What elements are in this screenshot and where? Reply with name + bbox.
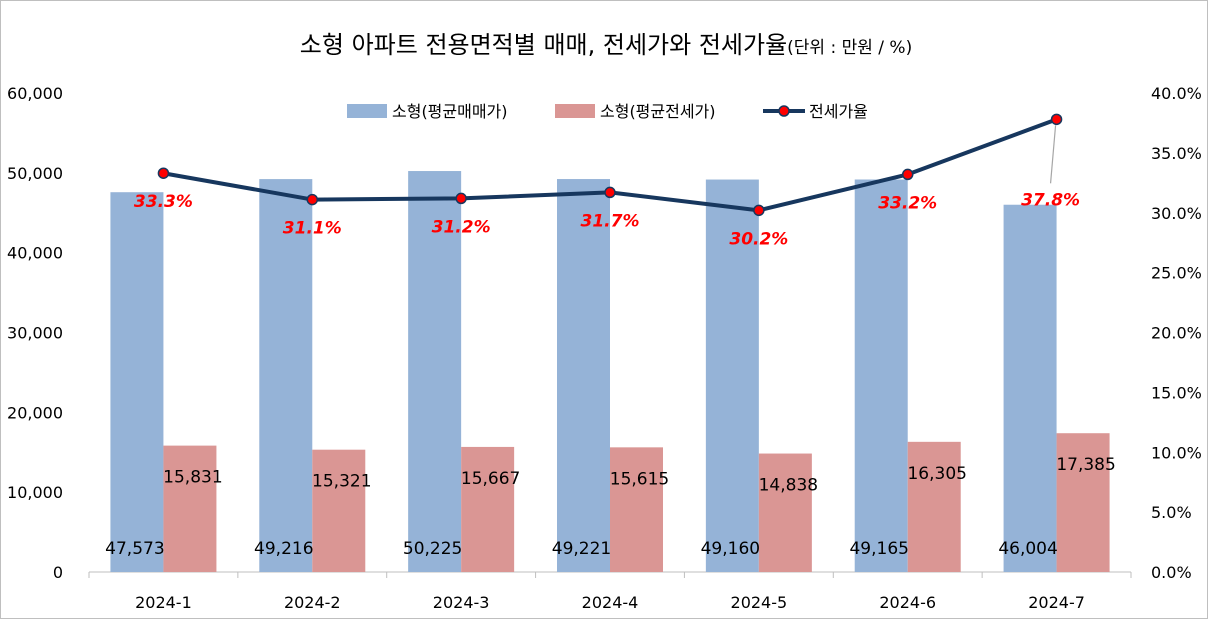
y-left-tick-label: 40,000 (7, 244, 63, 263)
rate-value-label: 31.7% (581, 211, 640, 231)
sale-bar (259, 179, 313, 572)
jeonse-bar (312, 449, 366, 572)
jeonse-value-label: 17,385 (1056, 455, 1115, 475)
y-right-tick-label: 35.0% (1151, 144, 1202, 163)
rate-value-label: 33.3% (134, 192, 193, 212)
rate-marker (604, 186, 616, 199)
jeonse-value-label: 15,615 (610, 469, 669, 489)
y-right-tick-label: 15.0% (1151, 383, 1202, 402)
jeonse-value-label: 15,321 (312, 472, 371, 492)
rate-value-label: 33.2% (878, 193, 937, 213)
sale-bar (557, 179, 610, 572)
y-right-tick-label: 0.0% (1151, 563, 1192, 582)
sale-value-label: 49,221 (552, 539, 611, 559)
chart-title-main: 소형 아파트 전용면적별 매매, 전세가와 전세가율 (300, 31, 787, 59)
x-tick-label: 2024-2 (284, 593, 341, 612)
y-left-tick-label: 50,000 (7, 164, 63, 183)
legend-swatch-rate-marker (778, 105, 790, 117)
chart-title-unit: (단위 : 만원 / %) (787, 38, 912, 58)
y-left-tick-label: 30,000 (7, 324, 63, 343)
sale-bar (1003, 204, 1057, 572)
y-right-tick-label: 5.0% (1151, 503, 1192, 522)
jeonse-bar (1056, 433, 1110, 572)
sale-value-label: 46,004 (998, 539, 1057, 559)
y-right-tick-label: 25.0% (1151, 264, 1202, 283)
sale-value-label: 47,573 (105, 539, 164, 559)
x-tick-label: 2024-3 (433, 593, 490, 612)
rate-value-label: 30.2% (729, 229, 788, 249)
rate-label-leader (1049, 125, 1057, 184)
x-tick-label: 2024-4 (582, 593, 639, 612)
chart-title: 소형 아파트 전용면적별 매매, 전세가와 전세가율(단위 : 만원 / %) (300, 31, 912, 59)
sale-value-label: 49,160 (701, 539, 760, 559)
y-left-tick-label: 60,000 (7, 84, 63, 103)
sale-bar (408, 171, 462, 572)
y-right-tick-label: 10.0% (1151, 443, 1202, 462)
x-tick-label: 2024-1 (135, 593, 192, 612)
rate-marker (1050, 113, 1063, 126)
y-right-tick-label: 40.0% (1151, 84, 1202, 103)
jeonse-value-label: 16,305 (907, 464, 966, 484)
rate-marker (157, 167, 170, 179)
sale-value-label: 49,165 (849, 539, 908, 559)
x-tick-label: 2024-7 (1028, 593, 1085, 612)
jeonse-value-label: 14,838 (759, 476, 818, 496)
rate-value-label: 31.2% (432, 217, 491, 237)
jeonse-value-label: 15,667 (461, 469, 520, 489)
legend-swatch-sale (347, 104, 387, 118)
data-labels: 47,573 15,831 49,216 15,321 50,225 15,667 49,2… (105, 125, 1116, 559)
y-left-tick-label: 0 (53, 563, 63, 582)
sale-value-label: 50,225 (403, 539, 462, 559)
legend-swatch-jeonse (555, 104, 595, 118)
y-right-tick-label: 30.0% (1151, 204, 1202, 223)
legend-label-rate: 전세가율 (809, 102, 868, 121)
jeonse-bar (610, 447, 663, 572)
bars (110, 171, 1110, 573)
sale-bar (705, 179, 759, 572)
rate-marker (753, 204, 765, 217)
rate-marker (306, 193, 319, 206)
jeonse-bar (163, 445, 217, 572)
y-left-tick-label: 10,000 (7, 483, 63, 502)
rate-value-label: 31.1% (283, 219, 342, 239)
jeonse-value-label: 15,831 (163, 468, 222, 488)
legend-label-sale: 소형(평균매매가) (392, 102, 508, 121)
legend-label-jeonse: 소형(평균전세가) (600, 102, 716, 121)
rate-value-label: 37.8% (1021, 190, 1080, 210)
jeonse-bar (758, 453, 812, 572)
axes: 2024-1 2024-2 2024-3 2024-4 2024-5 2024-6 2024… (7, 84, 1202, 612)
jeonse-bar (461, 446, 515, 572)
jeonse-bar (907, 441, 961, 572)
y-right-tick-label: 20.0% (1151, 324, 1202, 343)
y-left-tick-label: 20,000 (7, 403, 63, 422)
legend: 소형(평균매매가) 소형(평균전세가) 전세가율 (347, 102, 868, 121)
rate-line (157, 113, 1063, 217)
rate-marker (455, 192, 467, 205)
sale-bar (854, 179, 908, 572)
x-tick-label: 2024-6 (879, 593, 936, 612)
sale-value-label: 49,216 (254, 539, 313, 559)
rate-marker (901, 168, 914, 181)
x-tick-label: 2024-5 (731, 593, 788, 612)
sale-bar (110, 192, 164, 573)
